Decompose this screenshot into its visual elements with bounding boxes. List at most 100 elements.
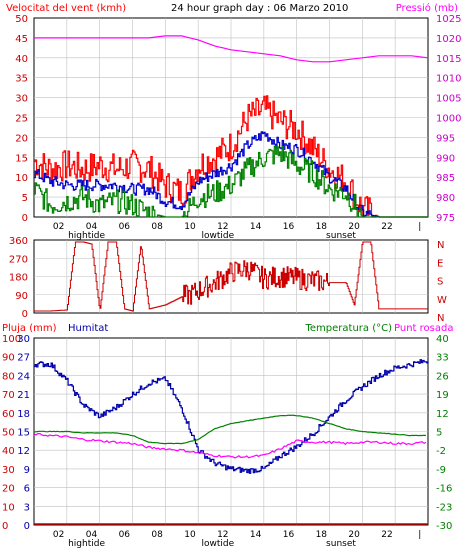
pressure-y-tick: 985	[436, 173, 455, 184]
x-tick-label: 06	[119, 530, 131, 540]
pressure-y-tick: 1020	[436, 34, 461, 45]
event-label-sunset: sunset	[326, 539, 356, 549]
temperature-y-tick: -2	[436, 446, 446, 457]
direction-compass-label: E	[437, 258, 443, 269]
x-tick-label: 04	[86, 530, 98, 540]
x-tick-label: 18	[316, 530, 328, 540]
wind-y-tick: 35	[15, 74, 28, 85]
humidity-y-tick: 3	[24, 502, 30, 513]
rain-y-tick: 100	[2, 334, 21, 345]
temperature-y-tick: -23	[436, 502, 452, 513]
direction-series	[34, 241, 428, 312]
humidity-y-tick: 15	[17, 428, 30, 439]
x-tick-label: 04	[86, 222, 98, 232]
pressure-y-tick: 980	[436, 193, 455, 204]
wind-y-tick: 10	[15, 173, 28, 184]
pressure-y-tick: 1010	[436, 74, 461, 85]
event-label-hightide: hightide	[68, 539, 105, 549]
humidity-y-tick: 24	[17, 371, 30, 382]
direction-compass-label: W	[437, 295, 447, 306]
temperature-y-tick: 5	[436, 428, 442, 439]
x-tick-label: 06	[119, 222, 131, 232]
rain-y-tick: 40	[2, 446, 15, 457]
x-tick-label: 02	[53, 530, 64, 540]
humidity-series	[34, 359, 429, 474]
humidity-title: Humitat	[68, 323, 108, 334]
pressure-y-tick: 995	[436, 133, 455, 144]
x-tick-label: |	[418, 530, 421, 540]
direction-y-tick: 0	[22, 309, 28, 320]
wind-y-tick: 25	[15, 114, 28, 125]
wind-y-tick: 45	[15, 34, 28, 45]
wind-y-tick: 50	[15, 14, 28, 25]
rain-title: Pluja (mm)	[2, 323, 57, 334]
temperature-series	[34, 414, 427, 445]
x-tick-label: 10	[184, 530, 196, 540]
x-tick-label: 12	[217, 530, 228, 540]
dewpoint-title: Punt rosada	[394, 323, 453, 334]
pressure-title: Pressió (mb)	[396, 2, 458, 14]
x-tick-label: 14	[250, 222, 262, 232]
direction-compass-label: N	[437, 240, 444, 251]
rain-y-tick: 70	[2, 390, 15, 401]
rain-y-tick: 80	[2, 371, 15, 382]
direction-y-tick: 270	[9, 254, 28, 265]
pressure-y-tick: 1025	[436, 14, 461, 25]
rain-y-tick: 50	[2, 428, 15, 439]
humidity-y-tick: 18	[17, 409, 30, 420]
temperature-y-tick: 12	[436, 409, 449, 420]
pressure-y-tick: 990	[436, 153, 455, 164]
rain-y-tick: 20	[2, 484, 15, 495]
humidity-y-tick: 0	[24, 521, 30, 532]
event-label-lowtide: lowtide	[202, 231, 235, 241]
temperature-y-tick: -16	[436, 484, 452, 495]
pressure-y-tick: 1005	[436, 94, 461, 105]
x-tick-label: 08	[151, 222, 163, 232]
direction-compass-label: N	[437, 313, 444, 324]
temperature-y-tick: 40	[436, 334, 449, 345]
wind-y-tick: 20	[15, 133, 28, 144]
pressure-y-tick: 1000	[436, 114, 461, 125]
humidity-y-tick: 9	[24, 465, 30, 476]
rain-y-tick: 10	[2, 502, 15, 513]
wind-y-tick: 5	[22, 193, 28, 204]
x-tick-label: 20	[348, 222, 360, 232]
event-label-lowtide: lowtide	[202, 539, 235, 549]
humidity-y-tick: 21	[17, 390, 30, 401]
pressure-y-tick: 975	[436, 213, 455, 224]
humidity-y-tick: 6	[24, 484, 30, 495]
x-tick-label: 08	[151, 530, 163, 540]
x-tick-label: 16	[283, 530, 295, 540]
wind-y-tick: 15	[15, 153, 28, 164]
wind-series-low	[34, 145, 428, 218]
x-tick-label: 22	[381, 530, 392, 540]
temperature-y-tick: 19	[436, 390, 449, 401]
pressure-y-tick: 1015	[436, 54, 461, 65]
x-tick-label: |	[418, 222, 421, 232]
x-tick-label: 12	[217, 222, 228, 232]
x-tick-label: 18	[316, 222, 328, 232]
direction-y-tick: 180	[9, 273, 28, 284]
x-tick-label: 02	[53, 222, 64, 232]
direction-y-tick: 90	[15, 291, 28, 302]
humidity-y-tick: 27	[17, 353, 30, 364]
event-label-sunset: sunset	[326, 231, 356, 241]
temperature-y-tick: -9	[436, 465, 446, 476]
direction-y-tick: 360	[9, 236, 28, 247]
x-tick-label: 10	[184, 222, 196, 232]
x-tick-label: 20	[348, 530, 360, 540]
event-label-hightide: hightide	[68, 231, 105, 241]
wind-y-tick: 30	[15, 94, 28, 105]
temperature-y-tick: 26	[436, 371, 449, 382]
rain-y-tick: 90	[2, 353, 15, 364]
x-tick-label: 14	[250, 530, 262, 540]
x-tick-label: 16	[283, 222, 295, 232]
temperature-title: Temperatura (°C)	[304, 323, 392, 334]
rain-y-tick: 60	[2, 409, 15, 420]
x-tick-label: 22	[381, 222, 392, 232]
temperature-y-tick: 33	[436, 353, 449, 364]
pressure-series	[34, 35, 429, 63]
temperature-y-tick: -30	[436, 521, 452, 532]
humidity-y-tick: 12	[17, 446, 30, 457]
